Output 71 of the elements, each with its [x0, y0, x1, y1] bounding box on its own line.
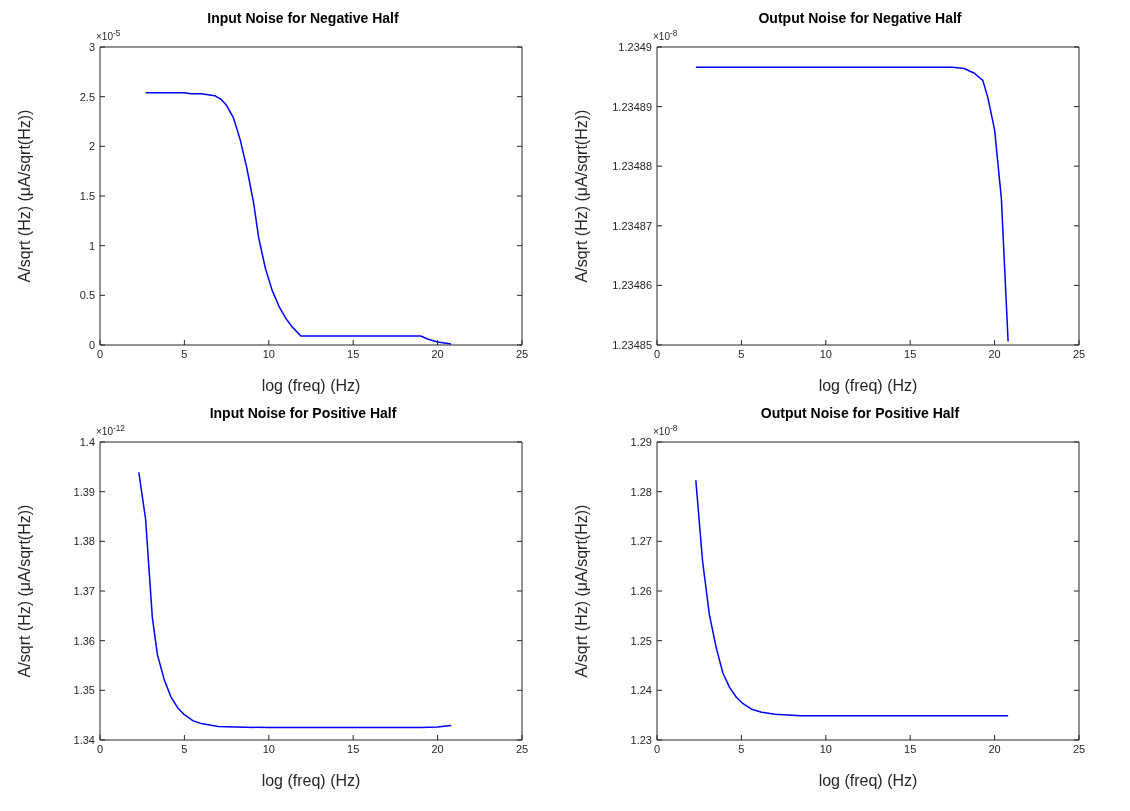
chart-title: Input Noise for Negative Half	[206, 10, 400, 26]
y-tick-label: 0.5	[79, 289, 95, 302]
x-tick-label: 20	[431, 347, 444, 360]
x-axis-title: log (freq) (Hz)	[261, 377, 361, 394]
x-tick-label: 20	[431, 742, 444, 755]
y-tick-label: 1.23489	[612, 100, 652, 113]
y-tick-label: 1.28	[630, 485, 652, 498]
y-tick-label: 3	[88, 40, 95, 53]
x-tick-label: 20	[988, 347, 1001, 360]
x-tick-label: 0	[96, 347, 104, 360]
x-tick-label: 0	[96, 742, 104, 755]
y-tick-label: 1.26	[630, 584, 652, 597]
x-tick-label: 5	[181, 347, 188, 360]
y-tick-label: 1.29	[630, 435, 652, 448]
line-series	[144, 91, 452, 345]
y-tick-label: 1.23487	[612, 219, 652, 232]
y-tick-label: 1.23486	[612, 279, 652, 292]
x-tick-label: 25	[515, 742, 529, 755]
y-tick-label: 1.37	[73, 584, 95, 597]
x-tick-label: 15	[904, 742, 917, 755]
y-tick-label: 1.34	[73, 733, 95, 746]
chart-title: Output Noise for Negative Half	[757, 10, 963, 26]
y-tick-label: 1.23488	[612, 160, 652, 173]
text: ×10$^{-8}$	[653, 423, 678, 438]
y-tick-label: 1.2349	[618, 40, 652, 53]
y-tick-label: 1.23485	[612, 338, 652, 351]
x-tick-label: 5	[181, 742, 188, 755]
y-tick-label: 1.24	[630, 684, 652, 697]
text: ×10$^{-12}$	[96, 423, 126, 438]
x-tick-label: 10	[819, 347, 832, 360]
line-series	[138, 471, 452, 729]
y-tick-label: 1.39	[73, 485, 95, 498]
x-tick-label: 10	[819, 742, 832, 755]
y-tick-label: 2	[88, 140, 95, 153]
line-series	[695, 66, 1009, 343]
line-series	[695, 479, 1009, 717]
text: ×10$^{-8}$	[653, 28, 678, 43]
text: ×10$^{-5}$	[96, 28, 121, 43]
y-tick-label: 0	[88, 338, 95, 351]
y-axis-title: A/sqrt (Hz) (μA/sqrt(Hz))	[572, 504, 590, 678]
y-axis-title: A/sqrt (Hz) (μA/sqrt(Hz))	[572, 109, 590, 283]
chart-title: Output Noise for Positive Half	[759, 405, 961, 421]
x-tick-label: 25	[1072, 347, 1086, 360]
y-tick-label: 1.25	[630, 634, 652, 647]
y-axis-title: A/sqrt (Hz) (μA/sqrt(Hz))	[15, 109, 33, 283]
y-tick-label: 2.5	[79, 90, 95, 103]
x-tick-label: 25	[515, 347, 529, 360]
chart-title: Input Noise for Positive Half	[208, 405, 398, 421]
x-tick-label: 20	[988, 742, 1001, 755]
x-tick-label: 15	[904, 347, 917, 360]
x-tick-label: 0	[653, 742, 661, 755]
x-axis-title: log (freq) (Hz)	[818, 772, 918, 789]
x-tick-label: 15	[347, 347, 360, 360]
x-axis-title: log (freq) (Hz)	[261, 772, 361, 789]
x-tick-label: 25	[1072, 742, 1086, 755]
x-tick-label: 5	[738, 742, 745, 755]
x-tick-label: 10	[262, 742, 275, 755]
y-tick-label: 1.36	[73, 634, 95, 647]
y-tick-label: 1.4	[79, 435, 95, 448]
y-tick-label: 1	[88, 239, 95, 252]
x-axis-title: log (freq) (Hz)	[818, 377, 918, 394]
x-tick-label: 10	[262, 347, 275, 360]
x-tick-label: 5	[738, 347, 745, 360]
x-tick-label: 0	[653, 347, 661, 360]
y-tick-label: 1.38	[73, 535, 95, 548]
y-axis-title: A/sqrt (Hz) (μA/sqrt(Hz))	[15, 504, 33, 678]
y-tick-label: 1.5	[79, 189, 95, 202]
x-tick-label: 15	[347, 742, 360, 755]
y-tick-label: 1.23	[630, 733, 652, 746]
y-tick-label: 1.35	[73, 684, 95, 697]
y-tick-label: 1.27	[630, 535, 652, 548]
